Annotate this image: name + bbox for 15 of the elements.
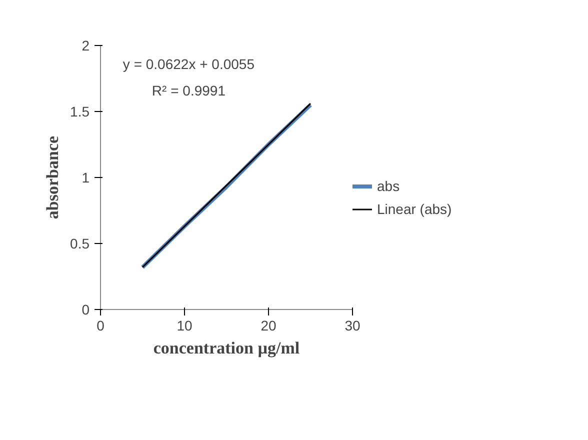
x-tick-label: 0 [96,318,105,334]
y-axis-title: absorbance [43,135,62,220]
legend-label: Linear (abs) [377,201,452,217]
y-tick-label: 2 [82,38,90,54]
annotation: y = 0.0622x + 0.0055 [122,56,255,72]
y-tick-label: 1.5 [70,104,90,120]
x-tick-label: 10 [176,318,192,334]
y-tick-label: 0 [82,302,90,318]
annotation: R² = 0.9991 [152,82,226,98]
y-tick-label: 0.5 [70,236,90,252]
x-axis-title: concentration µg/ml [153,338,300,358]
y-tick-label: 1 [82,170,90,186]
x-tick-label: 30 [344,318,360,334]
x-tick-label: 20 [260,318,276,334]
legend-label: abs [377,178,400,194]
